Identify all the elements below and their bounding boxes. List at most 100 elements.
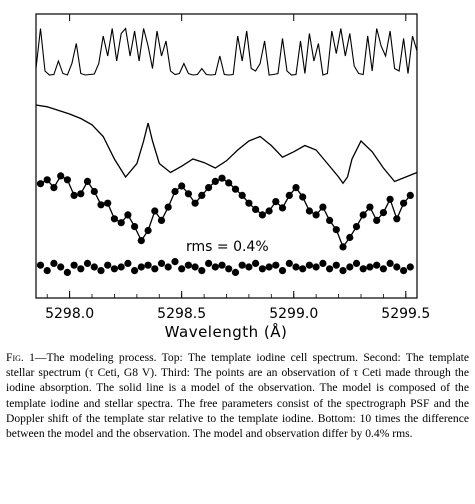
- panel-4-point: [137, 263, 145, 271]
- panel-3-point: [90, 187, 98, 196]
- panel-3-point: [205, 184, 213, 192]
- panel-3-point: [225, 179, 233, 187]
- panel-3-point: [326, 216, 334, 224]
- panel-3-point: [400, 199, 408, 207]
- panel-4-point: [90, 263, 98, 271]
- panel-4-point: [366, 263, 374, 271]
- x-axis-title: Wavelength (Å): [165, 322, 288, 341]
- panel-4-point: [83, 259, 92, 267]
- panel-3-point: [131, 223, 139, 231]
- panel-4-point: [272, 261, 280, 269]
- panel-3: [36, 172, 414, 251]
- panel-3-line: [40, 175, 411, 249]
- x-tick-label-0: 5298.0: [45, 306, 94, 322]
- panel-3-point: [366, 203, 374, 211]
- panel-2-line: [35, 104, 418, 185]
- panel-3-point: [379, 209, 387, 217]
- panel-3-point: [191, 199, 199, 207]
- plot-frame: [35, 13, 418, 299]
- x-tick-label-2: 5299.0: [269, 306, 318, 322]
- panel-4-point: [245, 263, 253, 271]
- panel-4-point: [70, 261, 78, 269]
- panel-3-point: [43, 176, 51, 184]
- panel-3-point: [97, 201, 105, 209]
- panel-4-point: [258, 265, 266, 273]
- panel-4-point: [373, 261, 381, 269]
- panel-3-point: [386, 195, 394, 203]
- panel-4-point: [131, 267, 139, 275]
- panel-4-point: [50, 259, 58, 267]
- panel-3-point: [50, 184, 58, 192]
- panel-3-point: [339, 243, 347, 251]
- panel-4-point: [157, 259, 166, 267]
- panel-3-point: [137, 237, 145, 245]
- panel-4-point: [43, 267, 51, 275]
- panel-4-point: [339, 267, 347, 275]
- panel-4-point: [305, 261, 313, 269]
- panel-4-point: [278, 267, 287, 275]
- panel-3-point: [184, 190, 192, 198]
- panel-3-point: [312, 211, 320, 219]
- panel-4-point: [231, 268, 240, 276]
- panel-4-point: [144, 261, 152, 269]
- panel-4-point: [57, 263, 65, 271]
- rms-annotation: rms = 0.4%: [186, 239, 269, 255]
- panel-4-point: [225, 265, 233, 273]
- panel-4-point: [198, 267, 206, 275]
- panel-3-point: [292, 184, 300, 192]
- panel-3-point: [265, 207, 273, 215]
- panel-3-point: [36, 180, 45, 188]
- panel-3-point: [278, 204, 287, 212]
- panel-3-point: [305, 207, 313, 215]
- panel-4-point: [346, 263, 354, 271]
- panel-4-point: [36, 261, 45, 269]
- panel-3-point: [144, 226, 152, 235]
- panel-4-point: [393, 263, 401, 271]
- panel-4-point: [218, 261, 226, 269]
- x-tick-label-3: 5299.5: [381, 306, 430, 322]
- panel-1: [35, 27, 418, 76]
- panel-4-point: [211, 263, 219, 271]
- panel-2: [35, 104, 418, 185]
- panel-4-point: [265, 263, 273, 271]
- panel-4-point: [191, 263, 199, 271]
- spectrum-chart: 5298.0 5298.5 5299.0 5299.5 rms = 0.4% Wave…: [35, 13, 430, 341]
- panel-3-point: [245, 199, 253, 207]
- panel-3-point: [83, 177, 92, 185]
- panel-1-line: [35, 27, 418, 76]
- panel-4-point: [63, 268, 71, 276]
- panel-4-point: [171, 258, 179, 266]
- panel-3-point: [157, 216, 166, 224]
- panel-3-point: [393, 215, 401, 223]
- panel-4-point: [406, 263, 414, 271]
- panel-4-point: [386, 259, 394, 267]
- panel-4-point: [285, 259, 293, 267]
- panel-3-point: [272, 198, 280, 206]
- panel-3-point: [406, 191, 414, 199]
- panel-3-point: [110, 215, 118, 223]
- panel-4-point: [319, 259, 327, 267]
- panel-3-point: [57, 172, 65, 180]
- panel-4-point: [238, 261, 246, 269]
- panel-4-point: [124, 259, 132, 267]
- panel-3-point: [252, 205, 260, 213]
- panel-4-point: [151, 265, 159, 273]
- panel-3-point: [319, 203, 327, 211]
- panel-4-point: [332, 261, 340, 269]
- x-axis-ticks: 5298.0 5298.5 5299.0 5299.5: [45, 14, 430, 322]
- panel-3-point: [238, 191, 246, 199]
- panel-4-point: [299, 265, 307, 273]
- panel-3-point: [124, 211, 132, 219]
- panel-4-point: [117, 263, 125, 271]
- figure-caption: Fig. 1—The modeling process. Top: The te…: [6, 350, 469, 441]
- panel-3-point: [117, 219, 125, 227]
- panel-4-point: [379, 265, 387, 273]
- panel-3-point: [198, 191, 206, 199]
- panel-3-point: [373, 216, 381, 224]
- panel-3-point: [77, 190, 85, 198]
- panel-4-point: [352, 259, 361, 267]
- x-tick-label-1: 5298.5: [157, 306, 206, 322]
- spectrum-panels: [35, 27, 418, 276]
- panel-4-point: [205, 259, 213, 267]
- figure-1: 5298.0 5298.5 5299.0 5299.5 rms = 0.4% Wave…: [35, 13, 430, 341]
